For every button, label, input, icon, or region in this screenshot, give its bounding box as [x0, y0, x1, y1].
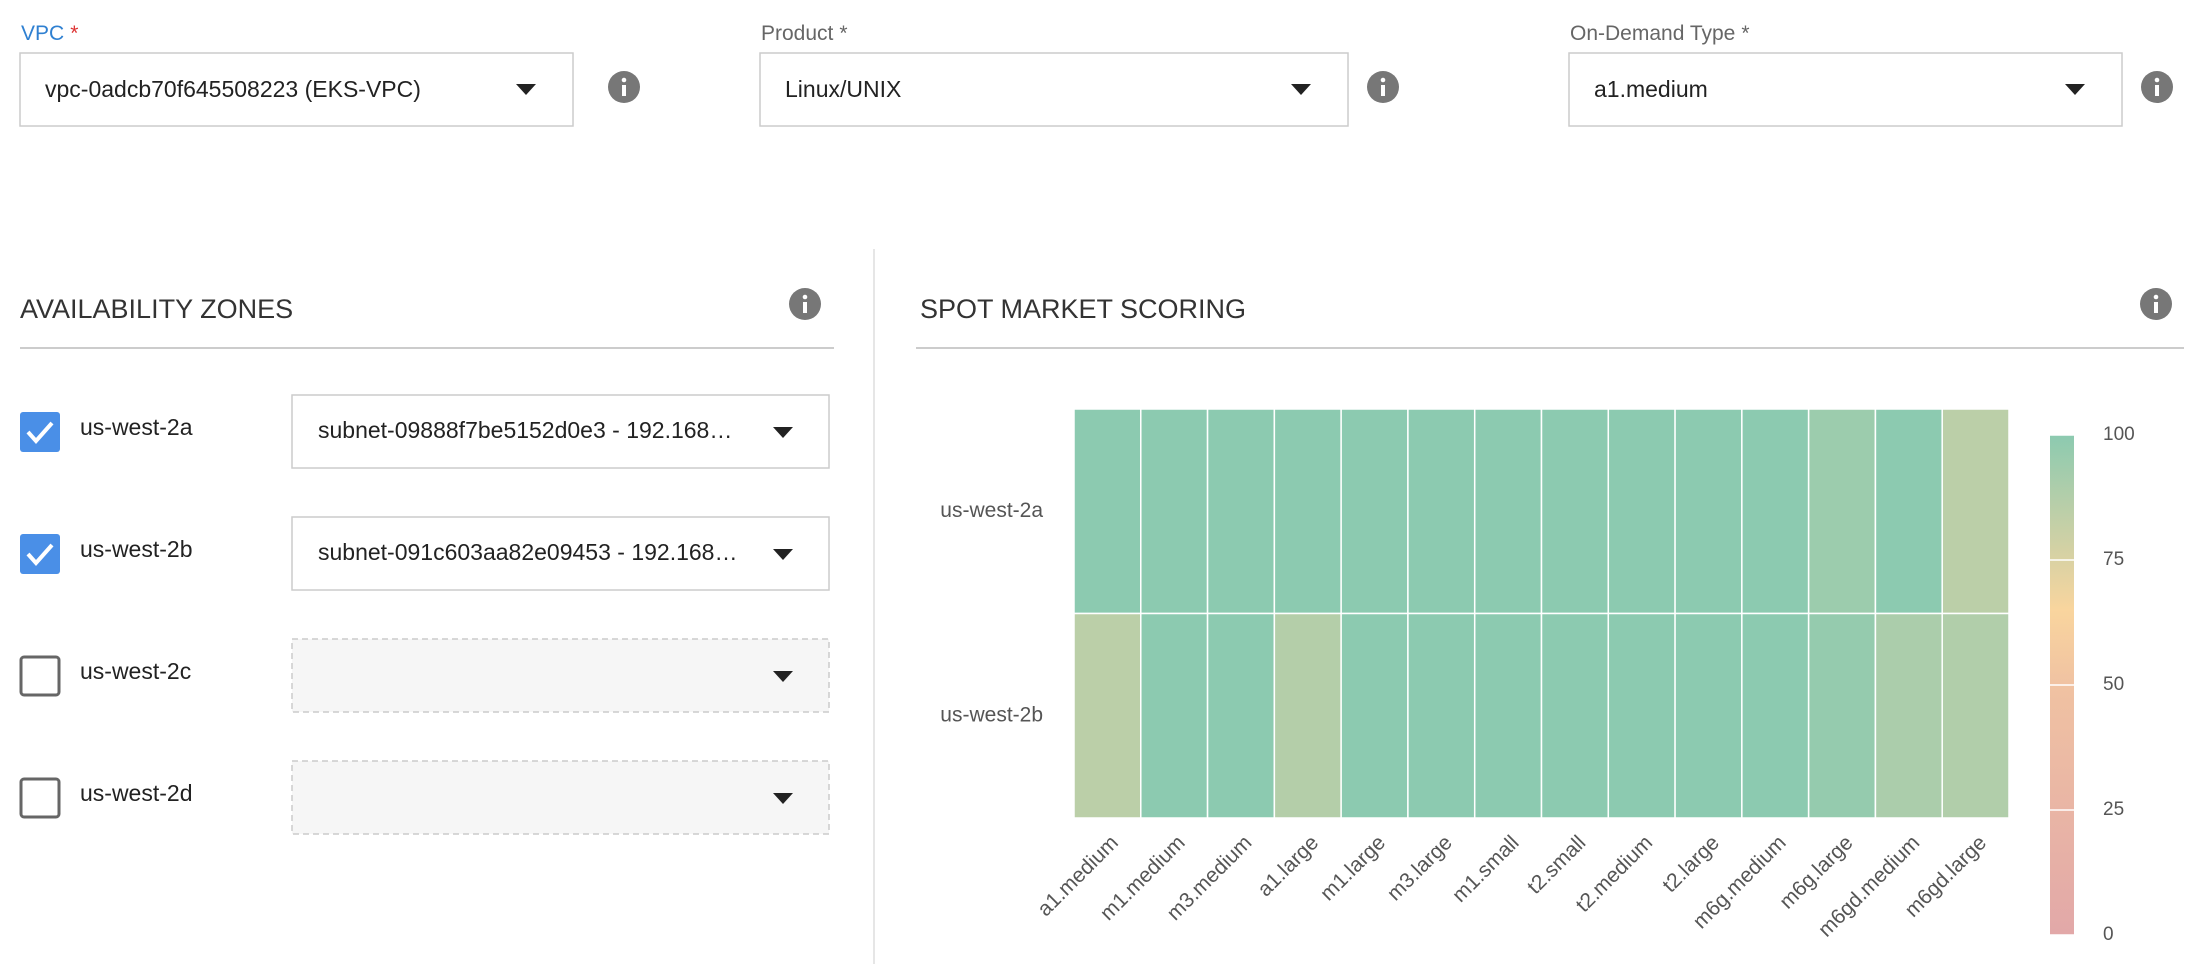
info-icon[interactable] [2140, 288, 2172, 320]
info-icon[interactable] [2141, 71, 2173, 103]
required-mark: * [70, 22, 78, 45]
section-title: AVAILABILITY ZONES [20, 294, 293, 324]
info-dot [2155, 78, 2160, 83]
select-value: a1.medium [1594, 76, 1708, 102]
subnet-select[interactable] [292, 761, 829, 834]
heatmap-cell [1074, 614, 1141, 819]
heatmap-cell [1475, 409, 1542, 614]
info-dot [622, 78, 627, 83]
field-label: Product* [761, 22, 848, 45]
heatmap-cell [1475, 614, 1542, 819]
heatmap-cell [1141, 409, 1208, 614]
label-text: VPC [21, 22, 64, 45]
required-mark: * [1741, 22, 1749, 45]
heatmap-cell [1875, 409, 1942, 614]
info-bar [622, 85, 626, 96]
colorbar-tick-label: 75 [2103, 549, 2124, 570]
heatmap-cell [1942, 409, 2009, 614]
heatmap-cell [1074, 409, 1141, 614]
colorbar-tick-label: 25 [2103, 799, 2124, 820]
info-icon[interactable] [789, 288, 821, 320]
heatmap-cell [1809, 614, 1876, 819]
subnet-value: subnet-091c603aa82e09453 - 192.168… [318, 539, 737, 565]
info-dot [2154, 295, 2159, 300]
info-bar [2155, 85, 2159, 96]
subnet-value: subnet-09888f7be5152d0e3 - 192.168… [318, 417, 732, 443]
info-dot [803, 295, 808, 300]
heatmap-cell [1208, 409, 1275, 614]
info-bar [2154, 302, 2158, 313]
colorbar-tick-label: 0 [2103, 924, 2114, 945]
heatmap-cell [1742, 614, 1809, 819]
x-tick-label: a1.large [1253, 831, 1323, 901]
heatmap-cell [1341, 409, 1408, 614]
heatmap-cell [1875, 614, 1942, 819]
heatmap-cell [1408, 614, 1475, 819]
zone-name: us-west-2c [80, 658, 191, 684]
heatmap-cell [1542, 614, 1609, 819]
y-tick-label: us-west-2a [940, 499, 1043, 522]
info-icon[interactable] [1367, 71, 1399, 103]
y-tick-label: us-west-2b [940, 703, 1043, 726]
checkbox[interactable] [20, 412, 60, 452]
colorbar-tick-label: 100 [2103, 424, 2135, 445]
zone-name: us-west-2b [80, 536, 192, 562]
heatmap-cell [1608, 614, 1675, 819]
heatmap-cell [1675, 409, 1742, 614]
heatmap-cell [1809, 409, 1876, 614]
info-dot [1381, 78, 1386, 83]
subnet-select[interactable] [292, 639, 829, 712]
label-text: Product [761, 22, 834, 45]
colorbar-tick-label: 50 [2103, 674, 2124, 695]
select-value: vpc-0adcb70f645508223 (EKS-VPC) [45, 76, 421, 102]
heatmap-cell [1608, 409, 1675, 614]
checkbox[interactable] [21, 657, 59, 695]
x-tick-label: m1.small [1448, 831, 1524, 907]
field-label: On-Demand Type * [1570, 22, 1750, 45]
heatmap-cell [1274, 409, 1341, 614]
zone-name: us-west-2a [80, 414, 193, 440]
info-bar [1381, 85, 1385, 96]
required-mark: * [839, 22, 847, 45]
heatmap-cell [1208, 614, 1275, 819]
checkbox[interactable] [21, 779, 59, 817]
info-icon[interactable] [608, 71, 640, 103]
x-tick-label: m1.large [1316, 831, 1390, 905]
zone-name: us-west-2d [80, 780, 192, 806]
heatmap-cell [1408, 409, 1475, 614]
info-bar [803, 302, 807, 313]
heatmap-cell [1742, 409, 1809, 614]
x-tick-label: t2.large [1658, 831, 1724, 897]
checkbox[interactable] [20, 534, 60, 574]
heatmap-cell [1274, 614, 1341, 819]
x-tick-label: m3.large [1383, 831, 1457, 905]
heatmap-cell [1542, 409, 1609, 614]
heatmap-cell [1341, 614, 1408, 819]
x-tick-label: t2.small [1523, 831, 1590, 898]
field-label: VPC * [21, 22, 78, 45]
heatmap-cell [1675, 614, 1742, 819]
section-title: SPOT MARKET SCORING [920, 294, 1246, 324]
heatmap-cell [1942, 614, 2009, 819]
select-value: Linux/UNIX [785, 76, 901, 102]
heatmap-cell [1141, 614, 1208, 819]
label-text: On-Demand Type [1570, 22, 1735, 45]
